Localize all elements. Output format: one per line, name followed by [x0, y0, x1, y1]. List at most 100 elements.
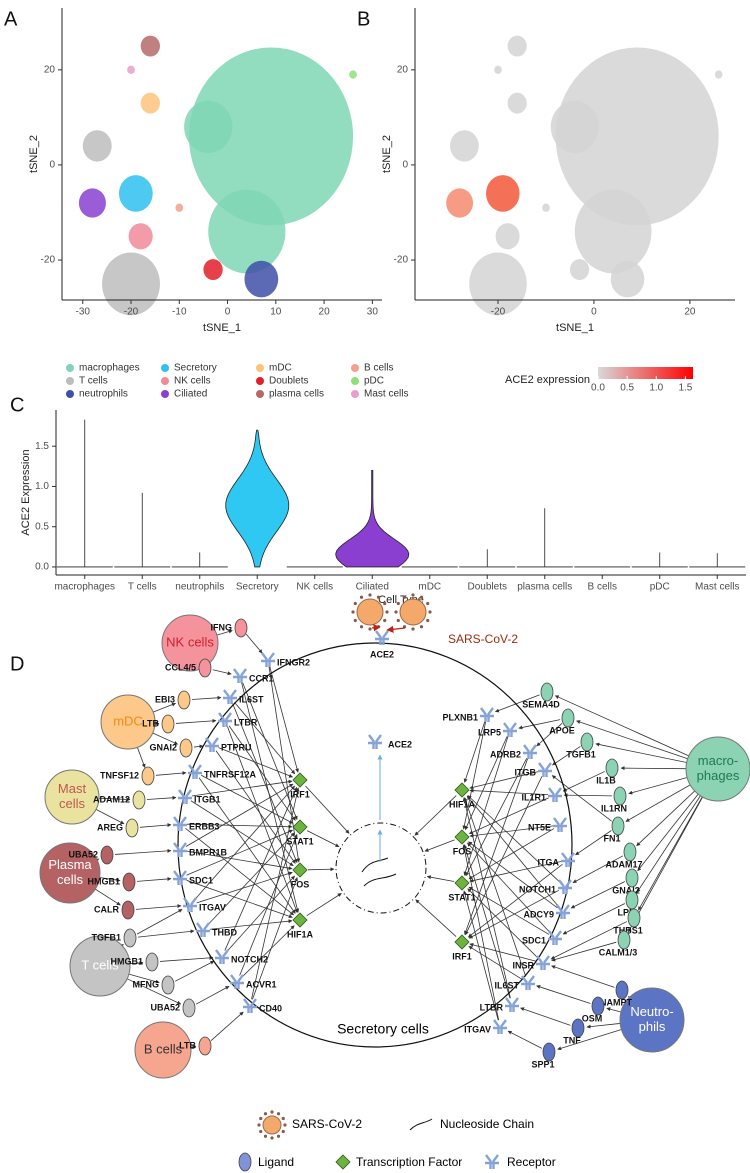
receptor	[536, 955, 550, 970]
y-tick-label: 20	[44, 64, 56, 75]
x-axis-title: tSNE_1	[556, 322, 594, 334]
cluster	[486, 175, 520, 212]
receptor-label: BMPR1B	[189, 847, 228, 857]
receptor-label: ADRB2	[490, 749, 521, 759]
edge	[467, 888, 539, 959]
x-tick-label: 10	[270, 307, 282, 318]
receptor-label: ERBB3	[189, 821, 220, 831]
receptor-label: INSR	[512, 960, 534, 970]
transcription-factor	[335, 1154, 351, 1170]
legend-swatch	[256, 364, 264, 372]
receptor	[561, 852, 575, 867]
edge	[469, 788, 549, 796]
receptor-label: IFNGR2	[277, 657, 310, 667]
edge	[195, 985, 230, 1005]
cluster	[127, 65, 135, 75]
edge	[554, 695, 689, 757]
receptor	[196, 922, 210, 937]
edge	[518, 719, 561, 730]
y-axis-title: ACE2 Expression	[20, 449, 32, 535]
edge	[307, 867, 335, 872]
ligand	[161, 714, 175, 734]
virus-spike	[383, 618, 387, 623]
edge	[135, 904, 182, 910]
edge	[586, 1023, 621, 1029]
edge	[424, 839, 455, 852]
ligand-label: TNFSF12	[100, 770, 139, 780]
ligand	[580, 732, 594, 752]
edge	[466, 795, 559, 907]
edge	[495, 694, 540, 713]
cell-type-label: B cells	[144, 1041, 183, 1056]
receptor-label: ITGA	[538, 857, 560, 867]
violin	[56, 419, 113, 568]
ligand-label: HMGB1	[87, 876, 120, 886]
receptor-label: ITGAV	[464, 1024, 491, 1034]
transcription-factor	[454, 782, 470, 798]
cluster	[555, 47, 719, 226]
cluster	[550, 100, 599, 154]
edge	[196, 871, 293, 904]
virus-spike	[394, 610, 398, 614]
edge	[155, 771, 187, 776]
cell-type	[44, 769, 100, 825]
nucleus	[335, 822, 427, 914]
violin	[689, 553, 746, 568]
ligand	[623, 842, 637, 862]
receptor-label: ITGB1	[194, 794, 221, 804]
ligand-label: GNAI2	[612, 885, 640, 895]
receptor	[368, 734, 382, 749]
virus-spike	[263, 1134, 268, 1138]
receptor-label: IL1R1	[521, 792, 546, 802]
ligand-label: CCL4/5	[165, 662, 196, 672]
edge	[234, 702, 296, 775]
x-tick-label: mDC	[418, 582, 441, 593]
ligand-label: LTB	[179, 1040, 196, 1050]
receptor-label: IL6ST	[239, 694, 264, 704]
ligand	[611, 816, 625, 836]
ligand	[238, 1152, 252, 1172]
edge	[536, 985, 591, 1004]
legend-swatch	[256, 377, 264, 385]
cell-type	[161, 614, 219, 672]
virus-label: SARS-CoV-2	[448, 632, 518, 646]
legend-swatch	[66, 390, 74, 398]
ligand-label: OSM	[582, 1013, 603, 1023]
tf-label: STAT1	[448, 892, 475, 902]
edge	[215, 750, 296, 864]
receptor	[178, 789, 192, 804]
edge	[186, 823, 293, 829]
virus-spike	[411, 627, 415, 631]
edge	[557, 1029, 622, 1051]
cell-type	[39, 842, 101, 904]
tf-label: HIF1A	[287, 929, 314, 939]
x-tick-label: NK cells	[296, 582, 333, 593]
receptor-label: NOTCH2	[231, 954, 268, 964]
legend-label: Ligand	[258, 1155, 294, 1169]
edge	[194, 785, 296, 901]
cluster	[175, 203, 184, 212]
receptor-label: IL6ST	[494, 980, 519, 990]
edge	[468, 863, 563, 938]
edge	[137, 929, 195, 938]
colorbar-tick-label: 1.5	[678, 383, 692, 394]
virus-binding	[386, 625, 406, 633]
receptor-label: THBD	[212, 927, 237, 937]
edge	[306, 830, 340, 848]
ligand	[542, 1042, 556, 1062]
virus-spike	[428, 610, 432, 614]
virus-spike	[270, 1110, 274, 1114]
x-axis-title: tSNE_1	[203, 322, 241, 334]
ligand-label: IL1B	[596, 775, 616, 785]
ligand	[123, 928, 137, 948]
ligand	[122, 872, 136, 892]
receptor-label: ACE2	[388, 739, 412, 749]
legend-label: macrophages	[79, 363, 140, 374]
edge	[551, 941, 617, 962]
edge	[186, 879, 293, 919]
receptor	[521, 975, 535, 990]
legend-label: mDC	[269, 363, 292, 374]
edge	[146, 795, 177, 800]
legend-swatch	[161, 390, 169, 398]
legend-label: Receptor	[507, 1155, 556, 1169]
